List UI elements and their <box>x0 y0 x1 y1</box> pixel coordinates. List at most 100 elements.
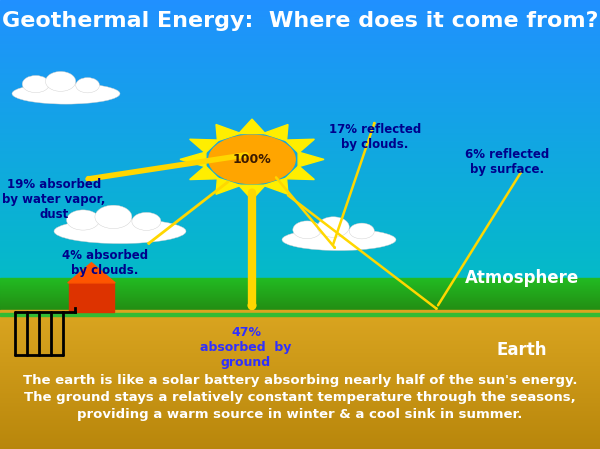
Bar <box>0 385 600 386</box>
Bar <box>0 297 600 299</box>
Bar <box>0 52 600 53</box>
Bar <box>0 199 600 201</box>
Bar <box>0 351 600 352</box>
Polygon shape <box>190 166 218 180</box>
Bar <box>0 75 600 77</box>
Text: The earth is like a solar battery absorbing nearly half of the sun's energy.
The: The earth is like a solar battery absorb… <box>23 374 577 421</box>
Bar <box>0 309 600 310</box>
Bar <box>0 97 600 99</box>
Bar <box>0 101 600 102</box>
Bar <box>0 206 600 207</box>
Bar <box>0 353 600 354</box>
Ellipse shape <box>54 219 186 243</box>
Polygon shape <box>286 166 314 180</box>
Ellipse shape <box>349 223 374 239</box>
Bar <box>0 343 600 344</box>
Bar <box>0 5 600 6</box>
Bar <box>0 167 600 168</box>
Bar <box>0 190 600 192</box>
Bar <box>0 16 600 17</box>
Bar <box>0 318 600 319</box>
Bar <box>0 198 600 199</box>
Bar <box>0 195 600 197</box>
Bar <box>0 123 600 124</box>
Bar <box>0 409 600 410</box>
Bar <box>0 304 600 305</box>
Bar <box>0 397 600 398</box>
Ellipse shape <box>95 205 132 229</box>
Bar <box>0 443 600 444</box>
Bar <box>0 378 600 379</box>
Bar <box>0 228 600 229</box>
Bar <box>0 107 600 109</box>
Bar <box>0 424 600 425</box>
Bar <box>0 69 600 70</box>
Ellipse shape <box>293 221 322 239</box>
Bar <box>0 298 600 299</box>
Bar <box>0 248 600 250</box>
Bar <box>0 366 600 367</box>
Bar <box>0 218 600 220</box>
Bar <box>0 302 600 304</box>
Bar <box>0 151 600 153</box>
Bar <box>0 21 600 22</box>
Bar <box>0 80 600 82</box>
Bar <box>0 340 600 341</box>
Bar <box>0 287 600 288</box>
Text: 17% reflected
by clouds.: 17% reflected by clouds. <box>329 123 421 151</box>
Bar <box>0 162 600 163</box>
Bar <box>0 110 600 112</box>
Bar <box>0 90 600 91</box>
Bar <box>0 310 600 311</box>
Bar <box>0 313 600 314</box>
Bar <box>0 113 600 115</box>
Bar <box>0 322 600 323</box>
Bar <box>0 419 600 420</box>
Bar <box>0 423 600 424</box>
Bar <box>0 358 600 359</box>
Bar <box>0 379 600 380</box>
Bar <box>0 285 600 286</box>
Bar <box>0 315 600 316</box>
Bar <box>0 19 600 21</box>
Bar <box>0 412 600 413</box>
Bar <box>0 159 600 160</box>
Bar <box>0 434 600 435</box>
Bar <box>0 121 600 123</box>
Bar <box>0 346 600 347</box>
Bar <box>0 360 600 361</box>
Bar <box>0 401 600 402</box>
Bar <box>0 294 600 295</box>
Bar <box>0 342 600 343</box>
Bar <box>0 356 600 357</box>
Polygon shape <box>216 178 241 194</box>
Bar <box>0 415 600 416</box>
Bar <box>0 223 600 225</box>
Bar <box>0 432 600 433</box>
Bar <box>0 374 600 375</box>
Bar <box>0 46 600 47</box>
Bar <box>0 58 600 60</box>
Bar <box>0 422 600 423</box>
Bar <box>0 262 600 264</box>
Bar <box>0 345 600 346</box>
Bar <box>0 64 600 66</box>
Bar <box>0 332 600 333</box>
Bar <box>0 141 600 143</box>
Ellipse shape <box>76 78 100 93</box>
Bar <box>0 328 600 329</box>
Bar <box>0 53 600 55</box>
Bar <box>0 317 600 318</box>
Bar <box>0 278 600 280</box>
Bar <box>0 140 600 141</box>
Text: Earth: Earth <box>497 341 547 359</box>
Bar <box>0 288 600 289</box>
Bar <box>0 224 600 226</box>
Bar <box>0 28 600 30</box>
Bar <box>0 82 600 84</box>
Bar <box>0 293 600 294</box>
Bar <box>0 295 600 297</box>
Bar <box>0 27 600 28</box>
Polygon shape <box>263 178 288 194</box>
Polygon shape <box>239 119 265 133</box>
